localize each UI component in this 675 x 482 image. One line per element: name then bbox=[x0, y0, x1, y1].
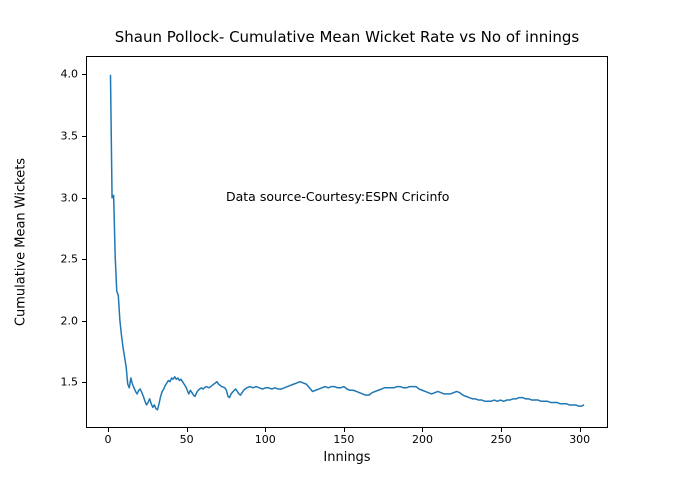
x-tick-label: 0 bbox=[104, 433, 112, 446]
x-tick-mark bbox=[422, 428, 424, 432]
y-tick-mark bbox=[82, 136, 86, 138]
y-tick-label: 3.5 bbox=[60, 129, 79, 143]
y-tick-label: 1.5 bbox=[60, 375, 79, 389]
x-tick-mark bbox=[265, 428, 267, 432]
y-tick-label: 3.0 bbox=[60, 191, 79, 205]
x-tick-label: 50 bbox=[179, 433, 194, 446]
cumulative-mean-line bbox=[109, 74, 585, 411]
x-tick-mark bbox=[343, 428, 345, 432]
y-tick-label: 2.0 bbox=[60, 314, 79, 328]
annotation-text: Data source-Courtesy:ESPN Cricinfo bbox=[226, 189, 450, 204]
x-tick-mark bbox=[579, 428, 581, 432]
plot-area bbox=[86, 56, 608, 428]
y-tick-label: 2.5 bbox=[60, 252, 79, 266]
y-axis-label: Cumulative Mean Wickets bbox=[13, 157, 29, 327]
y-tick-mark bbox=[82, 320, 86, 322]
y-tick-mark bbox=[82, 382, 86, 384]
x-tick-label: 300 bbox=[569, 433, 591, 446]
x-tick-mark bbox=[108, 428, 109, 432]
x-tick-label: 250 bbox=[490, 433, 512, 446]
line-series-plot bbox=[109, 74, 585, 411]
x-tick-mark bbox=[186, 428, 188, 432]
x-tick-label: 200 bbox=[411, 433, 433, 446]
y-tick-label: 4.0 bbox=[60, 67, 79, 81]
y-tick-mark bbox=[82, 74, 86, 76]
y-tick-mark bbox=[82, 197, 86, 199]
x-tick-label: 150 bbox=[333, 433, 355, 446]
x-tick-label: 100 bbox=[254, 433, 276, 446]
x-axis-label: Innings bbox=[323, 450, 371, 465]
x-tick-mark bbox=[501, 428, 503, 432]
y-tick-mark bbox=[82, 259, 86, 261]
chart-title: Shaun Pollock- Cumulative Mean Wicket Ra… bbox=[114, 28, 580, 46]
